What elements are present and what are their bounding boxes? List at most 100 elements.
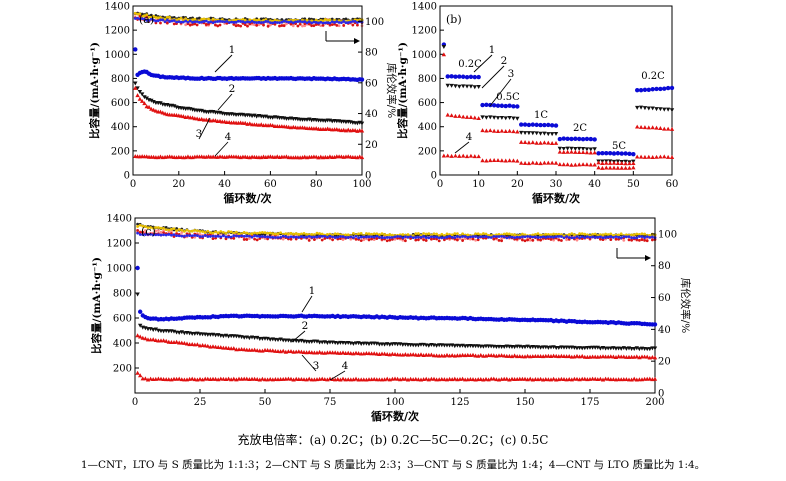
rate-point xyxy=(530,160,535,165)
ce-point xyxy=(310,24,314,28)
rate-point xyxy=(488,128,493,133)
ce-point xyxy=(443,234,446,237)
ce-point xyxy=(474,238,477,242)
ce-point xyxy=(289,231,293,235)
panel-c-chart: 0 25 50 75 100 125 150 175 200200400600800100012… xyxy=(90,214,692,424)
panel-a-chart: 0 20 40 60 80 1000200400600800100012001400020… xyxy=(88,2,398,206)
ce-point xyxy=(307,234,311,238)
ce-point xyxy=(344,17,348,21)
x-tick-label: 0 xyxy=(132,397,138,408)
ce-point xyxy=(298,22,302,26)
ce-point xyxy=(253,237,256,241)
rate-point xyxy=(577,146,582,151)
ce-point xyxy=(292,232,295,236)
capacity-point xyxy=(359,342,364,347)
capacity-point xyxy=(356,351,361,356)
capacity-point xyxy=(387,342,392,347)
rate-series-4 xyxy=(441,153,675,170)
capacity-point xyxy=(166,339,171,344)
capacity-point xyxy=(574,346,580,351)
ce-point xyxy=(162,233,166,237)
ce-point xyxy=(573,233,576,237)
capacity-point xyxy=(593,376,598,381)
rate-point xyxy=(549,160,555,165)
capacity-series-4 xyxy=(133,154,365,160)
ce-point xyxy=(393,235,397,239)
ce-point xyxy=(437,239,441,243)
ce-point xyxy=(333,236,337,239)
rate-label: 5C xyxy=(612,141,626,152)
plot-frame xyxy=(132,5,363,176)
capacity-point xyxy=(382,342,387,347)
ce-point xyxy=(370,232,373,236)
ce-point xyxy=(578,236,581,239)
ce-point xyxy=(145,15,149,19)
ce-point xyxy=(157,229,160,232)
ce-point xyxy=(497,238,501,242)
capacity-point xyxy=(307,376,312,381)
rate-point xyxy=(553,123,559,128)
ce-point xyxy=(346,21,350,24)
ce-point xyxy=(318,232,321,235)
ce-point xyxy=(168,20,172,24)
rate-point xyxy=(638,154,644,159)
ce-point xyxy=(440,236,444,240)
ce-point xyxy=(232,22,236,26)
ce-point xyxy=(544,236,548,239)
ce-point xyxy=(417,232,420,235)
ce-point xyxy=(385,236,389,239)
capacity-point xyxy=(153,108,159,113)
ce-point xyxy=(562,234,566,238)
rate-point xyxy=(480,102,485,108)
curve-label-leader xyxy=(291,330,306,343)
capacity-point xyxy=(146,104,152,109)
capacity-point xyxy=(444,352,450,357)
ce-point xyxy=(314,20,318,24)
ce-point xyxy=(466,236,470,239)
ce-point xyxy=(469,235,472,239)
ce-point xyxy=(567,233,571,236)
ce-point xyxy=(630,238,633,242)
ce-point xyxy=(257,23,261,27)
ce-point xyxy=(432,235,436,239)
rate-point xyxy=(604,165,609,170)
capacity-point xyxy=(418,352,424,357)
ce-point xyxy=(172,233,176,237)
capacity-point xyxy=(149,98,154,103)
ce-point xyxy=(391,236,394,239)
capacity-point xyxy=(252,113,257,118)
ce-point xyxy=(218,23,222,27)
ce-point xyxy=(471,237,475,241)
rate-label: 0.2C xyxy=(458,59,482,70)
ce-point xyxy=(188,229,192,233)
ce-point xyxy=(268,231,272,235)
rate-point xyxy=(658,107,663,112)
ce-point xyxy=(625,233,628,237)
curve-label: 1 xyxy=(489,44,496,56)
capacity-point xyxy=(551,376,556,381)
ce-point xyxy=(359,235,363,239)
ce-point xyxy=(248,18,252,22)
rate-point xyxy=(592,150,597,155)
ce-point xyxy=(172,227,176,231)
capacity-point xyxy=(203,343,208,348)
ce-point xyxy=(617,237,620,241)
ce-point xyxy=(570,232,574,236)
capacity-point xyxy=(517,354,522,359)
ce-point xyxy=(284,232,288,235)
capacity-point xyxy=(158,101,163,106)
ce-point xyxy=(186,20,190,24)
rate-point xyxy=(495,158,501,163)
rate-point xyxy=(665,107,671,112)
rate-point xyxy=(472,154,477,159)
ce-point xyxy=(314,23,318,26)
ce-point xyxy=(456,238,459,242)
ce-point xyxy=(330,20,334,24)
capacity-point xyxy=(333,350,338,355)
capacity-point xyxy=(281,348,286,353)
capacity-point xyxy=(632,347,637,352)
ce-point xyxy=(508,232,511,236)
ce-point xyxy=(236,24,240,27)
ce-point xyxy=(305,18,309,22)
ce-point xyxy=(280,24,284,27)
